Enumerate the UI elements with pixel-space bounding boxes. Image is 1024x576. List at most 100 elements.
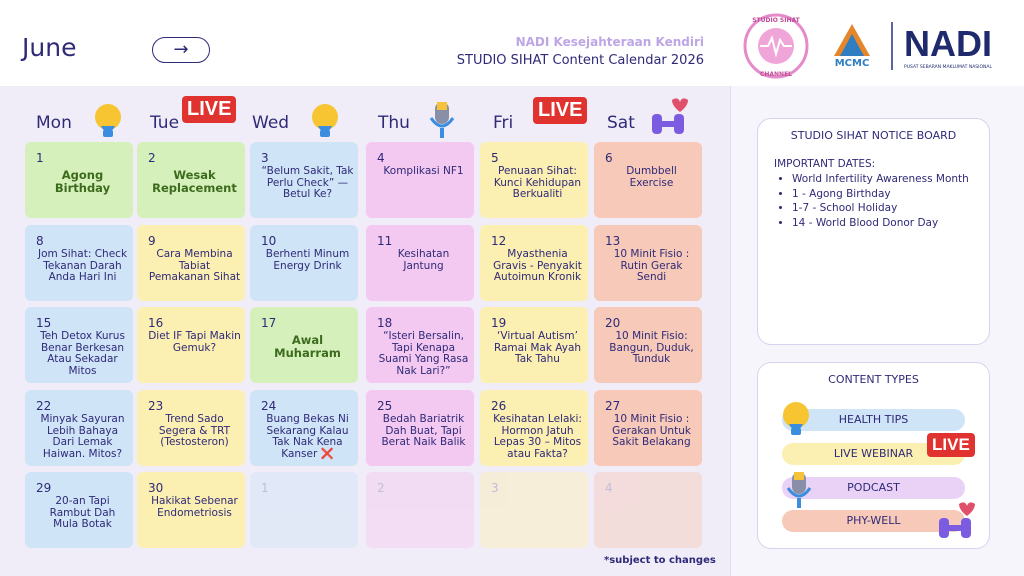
content-title: Diet IF Tapi Makin Gemuk? [148, 330, 241, 354]
content-title: ‘Virtual Autism’ Ramai Mak Ayah Tak Tahu [493, 330, 582, 365]
content-title: 10 Minit Fisio: Bangun, Duduk, Tunduk [609, 330, 694, 365]
content-title: 20-an Tapi Rambut Dah Mula Botak [49, 495, 116, 530]
day-cell: 3 [480, 472, 588, 548]
day-cell: 18 “Isteri Bersalin, Tapi Kenapa Suami Ya… [366, 307, 474, 383]
day-cell: 1 [250, 472, 358, 548]
day-number: 12 [491, 234, 507, 248]
day-number: 3 [491, 481, 499, 495]
live-badge: LIVE [927, 433, 975, 457]
content-title: 10 Minit Fisio : Gerakan Untuk Sakit Bel… [612, 413, 691, 448]
day-header: Thu [378, 113, 410, 133]
day-cell: 15 Teh Detox Kurus Benar Berkesan Atau Se… [25, 307, 133, 383]
notice-item: 1-7 - School Holiday [792, 201, 981, 216]
day-number: 3 [261, 151, 269, 165]
day-number: 2 [148, 151, 156, 165]
mcmc-text: MCMC [835, 58, 870, 69]
day-number: 16 [148, 316, 164, 330]
day-header: Tue [150, 113, 180, 133]
content-title: Jom Sihat: Check Tekanan Darah Anda Hari… [37, 248, 128, 283]
day-cell: 17 Awal Muharram [250, 307, 358, 383]
day-cell: 2 Wesak Replacement [137, 142, 245, 218]
bulb-icon [95, 104, 121, 137]
day-cell: 10 Berhenti Minum Energy Drink [250, 225, 358, 301]
live-badge: LIVE [182, 96, 237, 123]
day-cell: 20 10 Minit Fisio: Bangun, Duduk, Tunduk [594, 307, 702, 383]
content-title: Wesak Replacement [152, 168, 237, 195]
day-header: Wed [252, 113, 290, 133]
day-cell: 24 Buang Bekas Ni Sekarang Kalau Tak Nak … [250, 390, 358, 466]
content-title: Cara Membina Tabiat Pemakanan Sihat [148, 248, 241, 283]
notice-board: STUDIO SIHAT NOTICE BOARD IMPORTANT DATE… [757, 118, 990, 345]
day-cell: 3 “Belum Sakit, Tak Perlu Check” — Betul … [250, 142, 358, 218]
day-cell: 23 Trend Sado Segera & TRT (Testosteron) [137, 390, 245, 466]
content-title: 10 Minit Fisio : Rutin Gerak Sendi [613, 248, 690, 283]
day-number: 18 [377, 316, 393, 330]
content-title: Hakikat Sebenar Endometriosis [151, 495, 238, 519]
day-cell: 25 Bedah Bariatrik Dah Buat, Tapi Berat N… [366, 390, 474, 466]
content-title: Teh Detox Kurus Benar Berkesan Atau Seka… [40, 330, 125, 377]
day-number: 24 [261, 399, 277, 413]
day-number: 17 [261, 316, 277, 330]
content-title: “Belum Sakit, Tak Perlu Check” — Betul K… [261, 165, 354, 200]
day-number: 25 [377, 399, 393, 413]
day-number: 15 [36, 316, 52, 330]
next-month-button[interactable]: → [152, 37, 210, 63]
content-title: Bedah Bariatrik Dah Buat, Tapi Berat Nai… [381, 413, 466, 448]
day-number: 6 [605, 151, 613, 165]
content-type-pill: LIVE WEBINAR [782, 443, 965, 465]
day-cell: 9 Cara Membina Tabiat Pemakanan Sihat [137, 225, 245, 301]
notice-heading: IMPORTANT DATES: [774, 158, 876, 170]
day-number: 5 [491, 151, 499, 165]
notice-title: STUDIO SIHAT NOTICE BOARD [790, 129, 957, 142]
content-title: Awal Muharram [274, 333, 341, 360]
content-title: “Isteri Bersalin, Tapi Kenapa Suami Yang… [378, 330, 469, 377]
bell-icon [939, 502, 975, 538]
bulb-icon [312, 104, 338, 137]
content-type-pill: HEALTH TIPS [782, 409, 965, 431]
day-number: 13 [605, 234, 621, 248]
bell-icon [652, 98, 688, 134]
day-number: 26 [491, 399, 507, 413]
day-cell: 13 10 Minit Fisio : Rutin Gerak Sendi [594, 225, 702, 301]
day-number: 22 [36, 399, 52, 413]
content-title: Buang Bekas Ni Sekarang Kalau Tak Nak Ke… [266, 413, 349, 460]
day-number: 19 [491, 316, 507, 330]
studio-logo-top: STUDIO SIHAT [752, 17, 800, 24]
day-cell: 11 Kesihatan Jantung [366, 225, 474, 301]
content-types-title: CONTENT TYPES [828, 373, 919, 386]
notice-item: World Infertility Awareness Month [792, 172, 981, 187]
pulse [760, 35, 792, 58]
content-title: Trend Sado Segera & TRT (Testosteron) [158, 413, 231, 448]
content-title: Penuaan Sihat: Kunci Kehidupan Berkualit… [493, 165, 582, 200]
studio-logo-inner [758, 28, 794, 64]
day-number: 11 [377, 234, 393, 248]
day-cell: 12 Myasthenia Gravis - Penyakit Autoimun … [480, 225, 588, 301]
day-cell: 26 Kesihatan Lelaki: Hormon Jatuh Lepas 3… [480, 390, 588, 466]
calendar-title: STUDIO SIHAT Content Calendar 2026 [456, 53, 704, 68]
day-cell: 5 Penuaan Sihat: Kunci Kehidupan Berkuali… [480, 142, 588, 218]
notice-item: 1 - Agong Birthday [792, 187, 981, 202]
day-cell: 1 Agong Birthday [25, 142, 133, 218]
day-cell: 2 [366, 472, 474, 548]
studio-logo-bottom: CHANNEL [760, 71, 792, 78]
nadi-text: NADI [904, 23, 992, 64]
day-cell: 19 ‘Virtual Autism’ Ramai Mak Ayah Tak Ta… [480, 307, 588, 383]
day-header: Sat [607, 113, 635, 133]
day-cell: 22 Minyak Sayuran Lebih Bahaya Dari Lemak… [25, 390, 133, 466]
mic-icon [786, 472, 812, 508]
org-name: NADI Kesejahteraan Kendiri [515, 35, 704, 49]
day-number: 1 [36, 151, 44, 165]
month-label: June [22, 33, 77, 62]
day-number: 30 [148, 481, 164, 495]
day-header: Mon [36, 113, 72, 133]
day-cell: 6 Dumbbell Exercise [594, 142, 702, 218]
day-number: 4 [377, 151, 385, 165]
day-cell: 30 Hakikat Sebenar Endometriosis [137, 472, 245, 548]
day-number: 10 [261, 234, 277, 248]
day-header: Fri [493, 113, 514, 133]
day-cell: 4 [594, 472, 702, 548]
bulb-icon [783, 402, 809, 435]
logos: STUDIO SIHAT CHANNEL MCMC NADI PUSAT SEB… [743, 13, 992, 79]
